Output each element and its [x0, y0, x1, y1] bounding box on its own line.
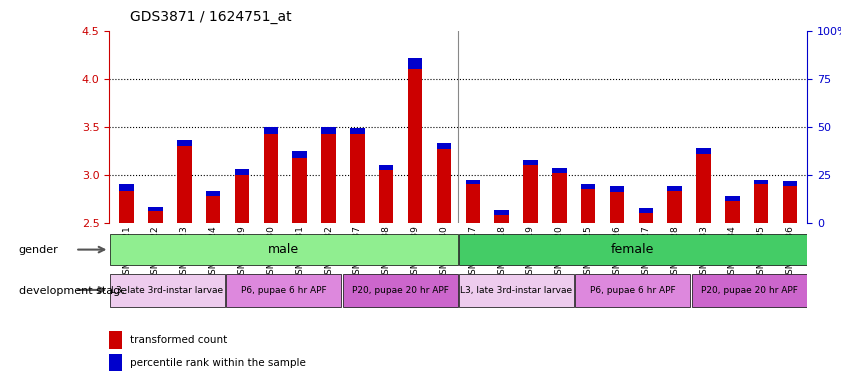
- Bar: [177, 146, 192, 223]
- Text: female: female: [611, 243, 654, 256]
- Bar: [148, 207, 162, 211]
- Text: GDS3871 / 1624751_at: GDS3871 / 1624751_at: [130, 10, 292, 23]
- Bar: [235, 169, 249, 175]
- Bar: [436, 149, 451, 223]
- Bar: [350, 128, 365, 134]
- Bar: [466, 180, 480, 184]
- Bar: [668, 186, 682, 191]
- Text: percentile rank within the sample: percentile rank within the sample: [130, 358, 305, 368]
- Bar: [466, 184, 480, 223]
- Bar: [263, 127, 278, 134]
- Bar: [783, 186, 797, 223]
- Bar: [436, 143, 451, 149]
- Bar: [668, 191, 682, 223]
- Bar: [148, 211, 162, 223]
- Bar: [235, 175, 249, 223]
- Text: development stage: development stage: [19, 286, 127, 296]
- Bar: [321, 134, 336, 223]
- Text: P6, pupae 6 hr APF: P6, pupae 6 hr APF: [590, 286, 675, 295]
- Bar: [379, 170, 394, 223]
- Text: P20, pupae 20 hr APF: P20, pupae 20 hr APF: [701, 286, 797, 295]
- Bar: [696, 148, 711, 154]
- Bar: [263, 134, 278, 223]
- Bar: [459, 275, 574, 307]
- Bar: [754, 180, 769, 184]
- Text: P20, pupae 20 hr APF: P20, pupae 20 hr APF: [352, 286, 448, 295]
- Bar: [379, 165, 394, 170]
- Bar: [581, 184, 595, 189]
- Bar: [408, 58, 422, 69]
- Text: P6, pupae 6 hr APF: P6, pupae 6 hr APF: [241, 286, 326, 295]
- Bar: [552, 173, 567, 223]
- Bar: [177, 140, 192, 146]
- Bar: [206, 196, 220, 223]
- Bar: [495, 215, 509, 223]
- Bar: [321, 127, 336, 134]
- Bar: [638, 213, 653, 223]
- Bar: [109, 354, 122, 371]
- Bar: [226, 275, 341, 307]
- Bar: [342, 275, 458, 307]
- Bar: [109, 331, 122, 349]
- Bar: [610, 192, 624, 223]
- Bar: [523, 165, 537, 223]
- Bar: [350, 134, 365, 223]
- Bar: [459, 234, 807, 265]
- Text: transformed count: transformed count: [130, 335, 227, 345]
- Bar: [408, 69, 422, 223]
- Bar: [119, 184, 134, 191]
- Bar: [696, 154, 711, 223]
- Bar: [581, 189, 595, 223]
- Bar: [575, 275, 690, 307]
- Bar: [552, 168, 567, 173]
- Bar: [110, 275, 225, 307]
- Bar: [523, 161, 537, 165]
- Bar: [293, 151, 307, 159]
- Bar: [119, 191, 134, 223]
- Bar: [206, 191, 220, 196]
- Bar: [725, 201, 739, 223]
- Bar: [725, 196, 739, 200]
- Bar: [610, 186, 624, 192]
- Text: L3, late 3rd-instar larvae: L3, late 3rd-instar larvae: [461, 286, 573, 295]
- Text: gender: gender: [19, 245, 58, 255]
- Bar: [783, 182, 797, 186]
- Bar: [691, 275, 807, 307]
- Bar: [638, 209, 653, 213]
- Bar: [754, 184, 769, 223]
- Bar: [293, 159, 307, 223]
- Text: male: male: [268, 243, 299, 256]
- Bar: [495, 210, 509, 215]
- Text: L3, late 3rd-instar larvae: L3, late 3rd-instar larvae: [112, 286, 224, 295]
- Bar: [110, 234, 458, 265]
